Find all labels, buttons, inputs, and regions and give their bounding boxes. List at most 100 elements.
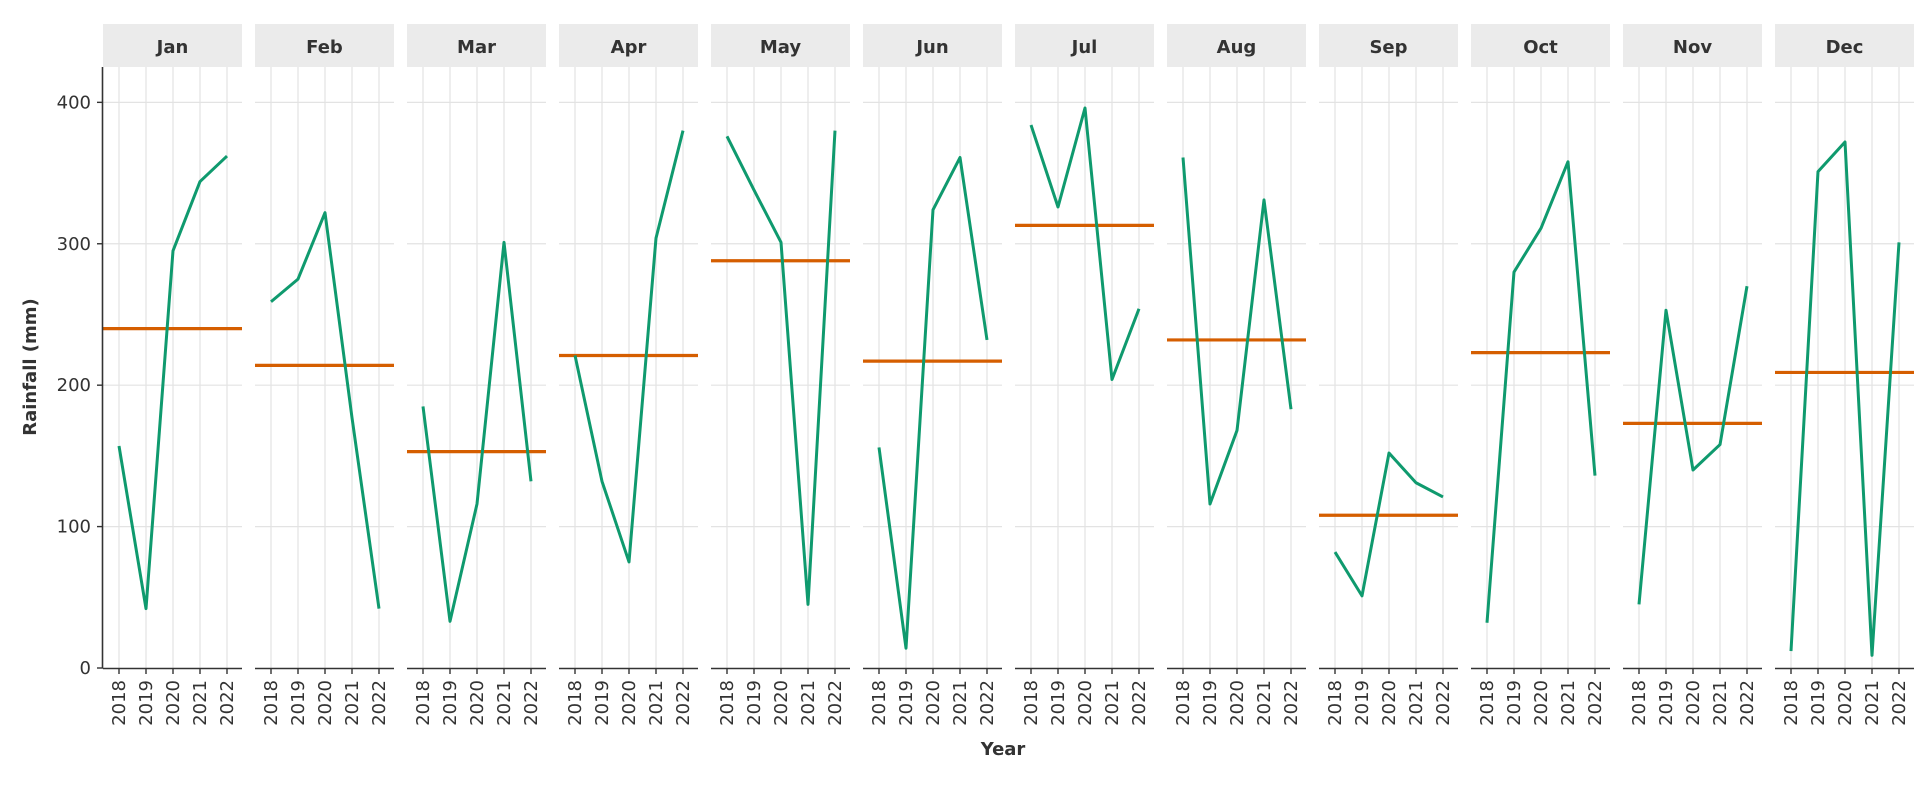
x-tick-label: 2019 <box>1808 680 1829 726</box>
facet-strip <box>1775 24 1914 67</box>
x-tick-label: 2019 <box>896 680 917 726</box>
x-tick-label: 2018 <box>1629 680 1650 726</box>
x-tick-label: 2019 <box>288 680 309 726</box>
facet-strip <box>1623 24 1762 67</box>
x-tick-label: 2019 <box>1048 680 1069 726</box>
x-tick-label: 2021 <box>798 680 819 726</box>
y-axis: 0 100 200 300 400 <box>57 67 104 679</box>
y-tick-label: 100 <box>57 517 91 538</box>
facet-strip-label: Oct <box>1523 37 1558 58</box>
x-axis-title: Year <box>980 739 1026 760</box>
x-tick-label: 2020 <box>1835 680 1856 726</box>
x-tick-label: 2018 <box>413 680 434 726</box>
x-tick-label: 2021 <box>1558 680 1579 726</box>
rainfall-line <box>1029 106 1141 382</box>
x-tick-label: 2022 <box>673 680 694 726</box>
x-tick-label: 2022 <box>1737 680 1758 726</box>
x-tick-label: 2022 <box>1281 680 1302 726</box>
y-tick-label: 200 <box>57 375 91 396</box>
facet-strip-label: Jun <box>914 37 948 58</box>
rainfall-line <box>117 154 229 611</box>
x-tick-label: 2019 <box>1656 680 1677 726</box>
facet-panel-apr: Apr 2018 2019 2020 2021 2022 <box>559 24 698 726</box>
x-tick-label: 2018 <box>717 680 738 726</box>
facet-strip <box>559 24 698 67</box>
facet-strip <box>255 24 394 67</box>
x-tick-label: 2019 <box>440 680 461 726</box>
rainfall-line <box>1637 285 1749 605</box>
x-tick-label: 2022 <box>217 680 238 726</box>
x-tick-label: 2021 <box>1102 680 1123 726</box>
facet-strip <box>1319 24 1458 67</box>
y-axis-title: Rainfall (mm) <box>20 298 41 436</box>
x-tick-label: 2019 <box>1200 680 1221 726</box>
x-tick-label: 2021 <box>646 680 667 726</box>
facet-strip <box>1167 24 1306 67</box>
facet-strip-label: Dec <box>1826 37 1864 58</box>
facet-panel-may: May 2018 2019 2020 2021 2022 <box>711 24 850 726</box>
x-tick-label: 2022 <box>977 680 998 726</box>
x-tick-label: 2019 <box>1504 680 1525 726</box>
rainfall-line <box>1181 157 1293 506</box>
facet-panel-dec: Dec 2018 2019 2020 2021 2022 <box>1775 24 1914 726</box>
facet-strip-label: Feb <box>306 37 343 58</box>
facet-panel-nov: Nov 2018 2019 2020 2021 2022 <box>1623 24 1762 726</box>
x-tick-label: 2021 <box>494 680 515 726</box>
facet-panel-sep: Sep 2018 2019 2020 2021 2022 <box>1319 24 1458 726</box>
x-tick-label: 2018 <box>1021 680 1042 726</box>
facet-strip-label: Apr <box>611 37 647 58</box>
x-tick-label: 2020 <box>315 680 336 726</box>
x-tick-label: 2022 <box>1129 680 1150 726</box>
x-tick-label: 2018 <box>109 680 130 726</box>
rainfall-line <box>421 240 533 623</box>
facet-strip-label: Sep <box>1369 37 1407 58</box>
x-tick-label: 2018 <box>261 680 282 726</box>
facet-panel-oct: Oct 2018 2019 2020 2021 2022 <box>1471 24 1610 726</box>
x-tick-label: 2018 <box>869 680 890 726</box>
facet-strip <box>863 24 1002 67</box>
x-tick-label: 2020 <box>1531 680 1552 726</box>
rainfall-line <box>573 130 685 564</box>
y-tick-label: 300 <box>57 234 91 255</box>
x-tick-label: 2021 <box>950 680 971 726</box>
rainfall-line <box>1485 160 1597 623</box>
facet-strip <box>711 24 850 67</box>
x-tick-label: 2022 <box>1889 680 1910 726</box>
facet-strip-label: Nov <box>1673 37 1712 58</box>
x-tick-label: 2022 <box>1433 680 1454 726</box>
x-tick-label: 2018 <box>1173 680 1194 726</box>
x-tick-label: 2020 <box>1379 680 1400 726</box>
rainfall-line <box>1789 140 1901 657</box>
x-tick-label: 2018 <box>565 680 586 726</box>
facet-panels: Jan 2018 2019 2020 2021 2022 Feb 2018 2019 2020 20… <box>103 24 1914 726</box>
rainfall-line <box>877 156 989 650</box>
x-tick-label: 2018 <box>1325 680 1346 726</box>
facet-strip <box>407 24 546 67</box>
facet-strip-label: Aug <box>1217 37 1257 58</box>
facet-panel-aug: Aug 2018 2019 2020 2021 2022 <box>1167 24 1306 726</box>
x-tick-label: 2022 <box>825 680 846 726</box>
facet-panel-jun: Jun 2018 2019 2020 2021 2022 <box>863 24 1002 726</box>
rainfall-line <box>270 211 381 609</box>
x-tick-label: 2020 <box>771 680 792 726</box>
x-tick-label: 2021 <box>190 680 211 726</box>
rainfall-line <box>725 130 837 606</box>
y-tick-label: 400 <box>57 92 91 113</box>
facet-panel-mar: Mar 2018 2019 2020 2021 2022 <box>407 24 546 726</box>
x-tick-label: 2020 <box>467 680 488 726</box>
x-tick-label: 2022 <box>1585 680 1606 726</box>
x-tick-label: 2018 <box>1781 680 1802 726</box>
facet-strip <box>1015 24 1154 67</box>
x-tick-label: 2022 <box>369 680 390 726</box>
y-tick-label: 0 <box>80 658 91 679</box>
x-tick-label: 2022 <box>521 680 542 726</box>
x-tick-label: 2020 <box>923 680 944 726</box>
x-tick-label: 2019 <box>136 680 157 726</box>
x-tick-label: 2020 <box>619 680 640 726</box>
x-tick-label: 2019 <box>1352 680 1373 726</box>
facet-strip-label: May <box>760 37 802 58</box>
facet-panel-jan: Jan 2018 2019 2020 2021 2022 <box>103 24 242 726</box>
facet-panel-feb: Feb 2018 2019 2020 2021 2022 <box>255 24 394 726</box>
x-tick-label: 2020 <box>1227 680 1248 726</box>
